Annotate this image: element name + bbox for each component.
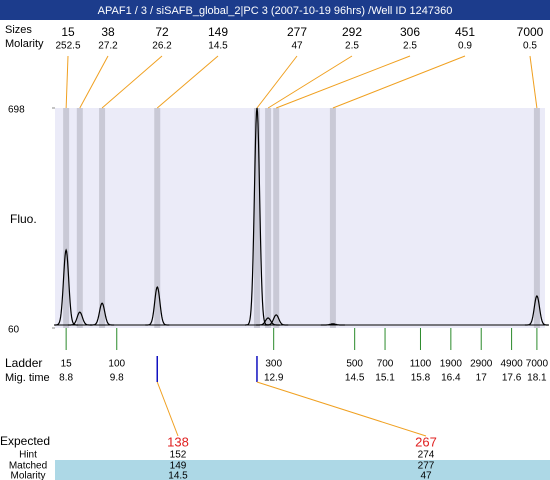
expected-connector xyxy=(256,381,427,437)
peak-molarity: 0.9 xyxy=(458,41,472,52)
peak-connector xyxy=(256,55,298,109)
peak-band xyxy=(533,108,540,328)
mig-time-label: Mig. time xyxy=(5,372,50,384)
molarity-value: 47 xyxy=(420,471,432,480)
peak-connector xyxy=(276,55,411,109)
ladder-time: 15.8 xyxy=(411,373,431,384)
peak-band xyxy=(76,108,83,328)
peak-molarity: 2.5 xyxy=(345,41,359,52)
matched-value: 149 xyxy=(170,461,187,472)
ladder-time: 15.1 xyxy=(375,373,395,384)
y-tick-label: 698 xyxy=(8,105,25,116)
peak-size: 306 xyxy=(400,25,420,39)
molarity-label: Molarity xyxy=(10,471,45,480)
ladder-size: 500 xyxy=(346,359,363,370)
expected-value: 138 xyxy=(167,434,189,449)
ladder-time: 17.6 xyxy=(502,373,522,384)
peak-band xyxy=(253,108,260,328)
title: APAF1 / 3 / siSAFB_global_2|PC 3 (2007-1… xyxy=(98,5,453,17)
trace-peak xyxy=(245,107,269,326)
ladder-size: 700 xyxy=(377,359,394,370)
peak-connector xyxy=(267,55,353,109)
ladder-time: 17 xyxy=(476,373,488,384)
ladder-time: 14.5 xyxy=(345,373,365,384)
peak-size: 38 xyxy=(101,25,115,39)
peak-size: 451 xyxy=(455,25,475,39)
peak-connector xyxy=(101,55,163,109)
trace-peak xyxy=(145,285,170,326)
ladder-size: 300 xyxy=(265,359,282,370)
peak-molarity: 2.5 xyxy=(403,41,417,52)
ladder-time: 12.9 xyxy=(264,373,284,384)
plot-area xyxy=(55,108,545,328)
ladder-size: 100 xyxy=(108,359,125,370)
peak-size: 7000 xyxy=(517,25,544,39)
ladder-time: 16.4 xyxy=(441,373,461,384)
molarity-value: 14.5 xyxy=(168,471,188,480)
matched-row-bg xyxy=(55,460,550,480)
expected-value: 267 xyxy=(415,434,437,449)
peak-size: 277 xyxy=(287,25,307,39)
y-tick-label: 60 xyxy=(8,325,20,336)
hint-value: 274 xyxy=(418,450,435,461)
peak-band xyxy=(265,108,272,328)
ladder-time: 8.8 xyxy=(59,373,73,384)
peak-molarity: 47 xyxy=(291,41,303,52)
peak-molarity: 0.5 xyxy=(523,41,537,52)
peak-size: 149 xyxy=(208,25,228,39)
title-bar xyxy=(0,0,550,20)
ladder-size: 4900 xyxy=(500,359,523,370)
trace-peak xyxy=(524,294,549,326)
expected-label: Expected xyxy=(0,434,50,448)
ladder-time: 9.8 xyxy=(110,373,124,384)
peak-band xyxy=(329,108,336,328)
matched-value: 277 xyxy=(418,461,435,472)
peak-connector xyxy=(79,55,109,109)
size-label: Sizes xyxy=(5,24,32,36)
ladder-size: 1100 xyxy=(410,359,432,370)
trace-peak xyxy=(67,311,92,326)
trace-peak xyxy=(320,323,345,326)
peak-band xyxy=(99,108,106,328)
ladder-size: 2900 xyxy=(470,359,493,370)
trace-peak xyxy=(256,317,281,326)
ladder-time: 18.1 xyxy=(527,373,547,384)
ladder-size: 15 xyxy=(61,359,73,370)
peak-band xyxy=(154,108,161,328)
peak-size: 15 xyxy=(61,25,75,39)
peak-connector xyxy=(332,55,466,109)
peak-connector xyxy=(529,55,538,109)
peak-band xyxy=(63,108,70,328)
peak-molarity: 252.5 xyxy=(55,41,80,52)
trace-peak xyxy=(90,302,115,326)
peak-band xyxy=(273,108,280,328)
trace-peak xyxy=(264,314,289,326)
ladder-size: 1900 xyxy=(440,359,463,370)
y-label: Fluo. xyxy=(10,212,37,226)
peak-size: 292 xyxy=(342,25,362,39)
peak-molarity: 26.2 xyxy=(152,41,172,52)
matched-label: Matched xyxy=(9,461,47,472)
peak-connector xyxy=(65,55,69,109)
molarity-label: Molarity xyxy=(5,38,44,50)
peak-molarity: 27.2 xyxy=(98,41,118,52)
peak-connector xyxy=(156,55,219,109)
hint-value: 152 xyxy=(170,450,187,461)
peak-size: 72 xyxy=(155,25,169,39)
ladder-label: Ladder xyxy=(5,356,42,370)
hint-label: Hint xyxy=(19,450,37,461)
expected-connector xyxy=(156,381,179,437)
ladder-size: 7000 xyxy=(526,359,549,370)
peak-molarity: 14.5 xyxy=(208,41,228,52)
